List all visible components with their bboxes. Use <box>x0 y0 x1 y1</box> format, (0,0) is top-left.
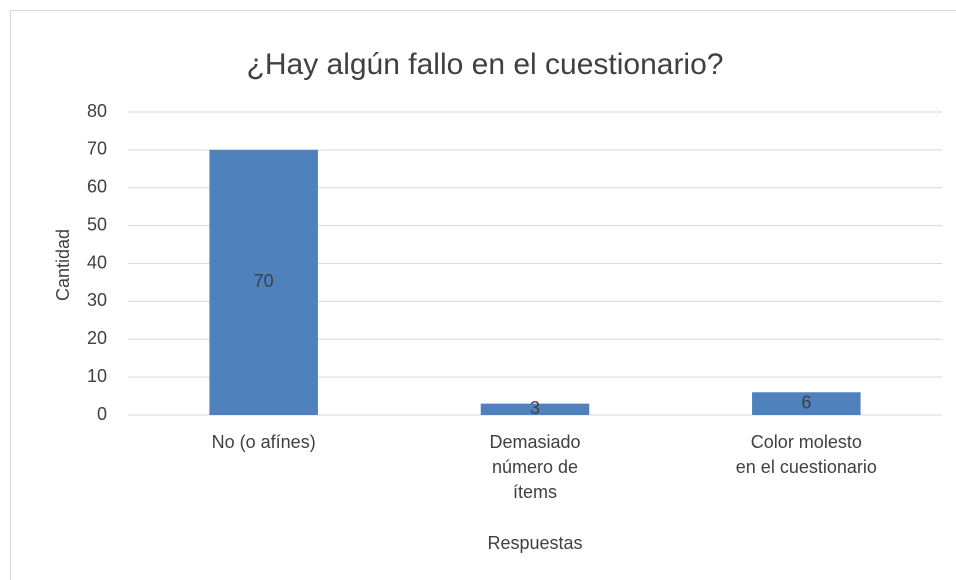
bar <box>752 392 861 415</box>
y-tick-label: 60 <box>87 177 107 197</box>
y-tick-label: 70 <box>87 139 107 159</box>
x-tick-label: Color molesto en el cuestionario <box>736 432 877 477</box>
y-tick-label: 0 <box>97 404 107 424</box>
x-tick-label: No (o afínes) <box>212 432 316 452</box>
data-label: 6 <box>801 392 811 412</box>
y-axis-title: Cantidad <box>53 229 73 301</box>
y-tick-label: 30 <box>87 290 107 310</box>
y-tick-label: 40 <box>87 252 107 272</box>
data-label: 3 <box>530 398 540 418</box>
chart-title: ¿Hay algún fallo en el cuestionario? <box>247 48 724 81</box>
bar <box>209 149 318 415</box>
y-tick-label: 20 <box>87 328 107 348</box>
x-axis-title: Respuestas <box>487 533 582 553</box>
x-tick-label: Demasiado número de ítems <box>489 432 580 502</box>
y-tick-label: 80 <box>87 101 107 121</box>
y-tick-label: 50 <box>87 214 107 234</box>
y-tick-label: 10 <box>87 366 107 386</box>
data-label: 70 <box>254 271 274 291</box>
bar <box>480 403 590 415</box>
chart-frame <box>10 10 956 580</box>
